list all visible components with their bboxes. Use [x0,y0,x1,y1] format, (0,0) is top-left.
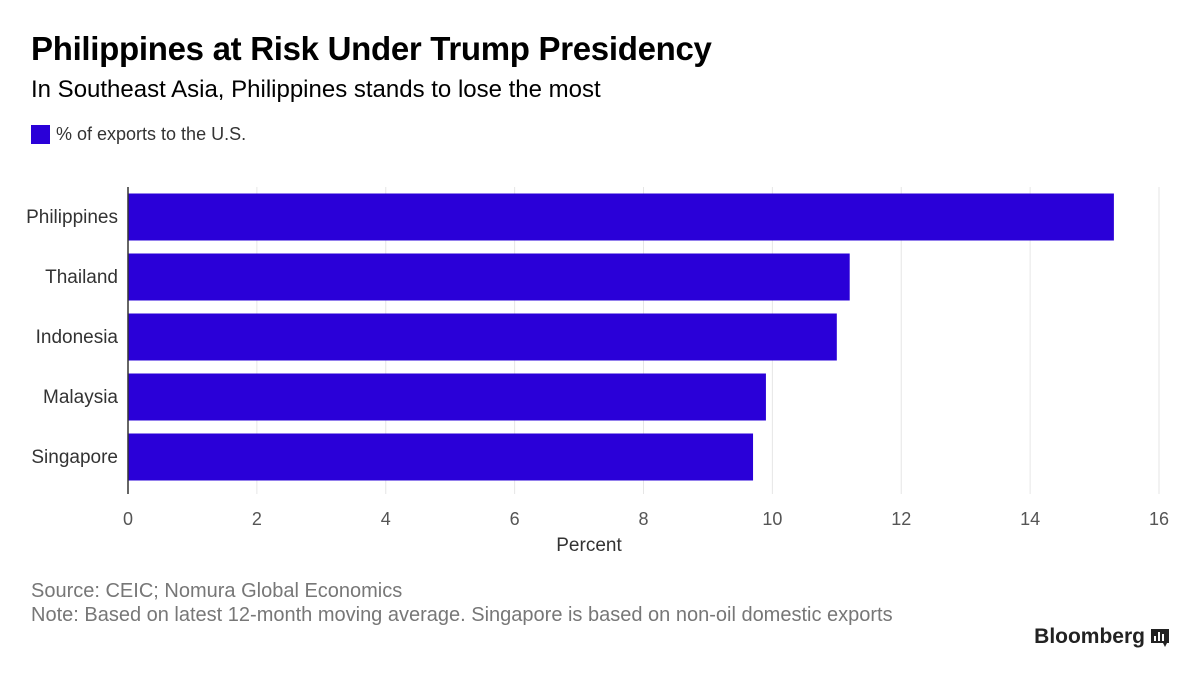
x-tick-label: 16 [1149,509,1169,529]
legend-label: % of exports to the U.S. [56,124,247,144]
category-label: Malaysia [43,387,118,408]
category-label: Singapore [31,447,118,468]
note-text: Note: Based on latest 12-month moving av… [31,604,893,626]
x-tick-label: 4 [381,509,391,529]
bar [128,193,1114,241]
x-axis-title: Percent [556,535,622,556]
category-label: Philippines [26,207,118,228]
x-tick-label: 14 [1020,509,1040,529]
x-tick-label: 10 [762,509,782,529]
x-tick-label: 0 [123,509,133,529]
chart-title: Philippines at Risk Under Trump Presiden… [31,30,712,67]
source-text: Source: CEIC; Nomura Global Economics [31,580,403,602]
brand-logo: Bloomberg [1034,625,1169,649]
chart-subtitle: In Southeast Asia, Philippines stands to… [31,76,601,103]
legend-swatch [31,125,50,144]
x-tick-label: 6 [510,509,520,529]
x-tick-label: 8 [638,509,648,529]
x-tick-label: 2 [252,509,262,529]
legend: % of exports to the U.S. [31,124,246,145]
bar [128,253,850,301]
bar [128,373,766,421]
footer: Source: CEIC; Nomura Global Economics No… [31,579,971,627]
x-tick-label: 12 [891,509,911,529]
brand-name: Bloomberg [1034,625,1145,648]
category-label: Indonesia [36,327,119,348]
bloomberg-chart-icon [1151,629,1169,647]
bar [128,433,754,481]
bar [128,313,837,361]
category-label: Thailand [45,267,118,288]
